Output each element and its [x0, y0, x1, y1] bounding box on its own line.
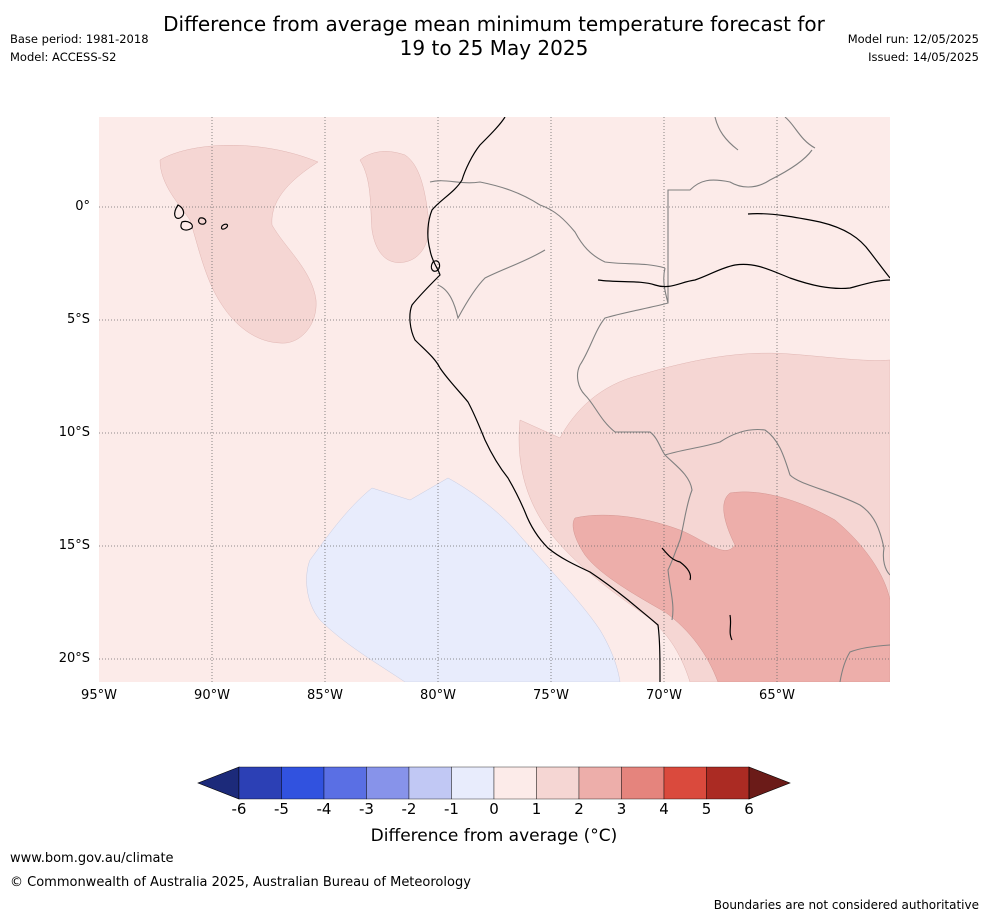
colorbar-title: Difference from average (°C)	[370, 826, 618, 846]
model-name: Model: ACCESS-S2	[10, 50, 117, 64]
colorbar-tick-label: 2	[574, 800, 584, 818]
chart-title: Difference from average mean minimum tem…	[0, 12, 988, 60]
colorbar-swatch	[281, 766, 325, 800]
title-line-1: Difference from average mean minimum tem…	[163, 12, 825, 36]
colorbar-tick-label: -6	[231, 800, 247, 818]
lat-label-0: 0°	[75, 199, 90, 214]
colorbar-swatch	[323, 766, 367, 800]
colorbar-tick-label: 5	[701, 800, 712, 818]
lat-label-5s: 5°S	[66, 312, 90, 327]
graticule	[99, 117, 890, 682]
meta-right: Model run: 12/05/2025 Issued: 14/05/2025	[848, 30, 979, 66]
colorbar-tick-label: -3	[359, 800, 374, 818]
lon-label-65w: 65°W	[759, 688, 795, 703]
colorbar-swatch	[663, 766, 707, 800]
footer-url[interactable]: www.bom.gov.au/climate	[10, 851, 174, 866]
colorbar-tick-label: 0	[489, 800, 499, 818]
colorbar-swatch	[706, 766, 750, 800]
lon-label-90w: 90°W	[194, 688, 230, 703]
colorbar-extend-low	[197, 766, 240, 800]
footer-copyright: © Commonwealth of Australia 2025, Austra…	[10, 875, 471, 890]
colorbar-swatch	[238, 766, 282, 800]
country-borders	[429, 117, 890, 682]
colorbar-tick-label: -5	[274, 800, 289, 818]
lat-label-15s: 15°S	[58, 538, 90, 553]
anomaly-zone-equator	[359, 151, 430, 263]
meta-left: Base period: 1981-2018 Model: ACCESS-S2	[10, 30, 149, 66]
base-period: Base period: 1981-2018	[10, 32, 149, 46]
anomaly-zone-galapagos	[159, 145, 319, 344]
model-run: Model run: 12/05/2025	[847, 32, 979, 46]
colorbar-tick-label: 3	[616, 800, 627, 818]
lat-label-20s: 20°S	[58, 651, 90, 666]
colorbar-tick-label: 4	[659, 800, 669, 818]
anomaly-zone-altiplano	[572, 491, 890, 682]
colorbar-swatch	[621, 766, 665, 800]
lon-label-95w: 95°W	[81, 688, 117, 703]
colorbar-swatch	[366, 766, 410, 800]
colorbar-tick-label: -2	[401, 800, 417, 818]
colorbar-swatch	[493, 766, 537, 800]
lon-label-80w: 80°W	[420, 688, 456, 703]
colorbar-tick-label: 1	[531, 800, 542, 818]
colorbar-tick-label: -4	[316, 800, 332, 818]
issued-date: Issued: 14/05/2025	[868, 50, 979, 64]
colorbar-swatch	[536, 766, 580, 800]
lon-label-85w: 85°W	[307, 688, 343, 703]
lon-label-75w: 75°W	[533, 688, 569, 703]
colorbar-tick-label: -1	[444, 800, 459, 818]
colorbar-swatch	[408, 766, 452, 800]
coastline	[174, 117, 890, 682]
colorbar-swatch	[451, 766, 495, 800]
lon-label-70w: 70°W	[646, 688, 682, 703]
colorbar-tick-label: 6	[744, 800, 754, 818]
title-line-2: 19 to 25 May 2025	[399, 36, 589, 60]
map-area	[99, 117, 890, 682]
colorbar-swatch	[578, 766, 622, 800]
anomaly-zone-pacific-cool	[306, 477, 621, 682]
footer-disclaimer: Boundaries are not considered authoritat…	[713, 898, 979, 912]
lat-label-10s: 10°S	[58, 425, 90, 440]
colorbar-extend-high	[748, 766, 791, 800]
colorbar	[197, 766, 791, 800]
